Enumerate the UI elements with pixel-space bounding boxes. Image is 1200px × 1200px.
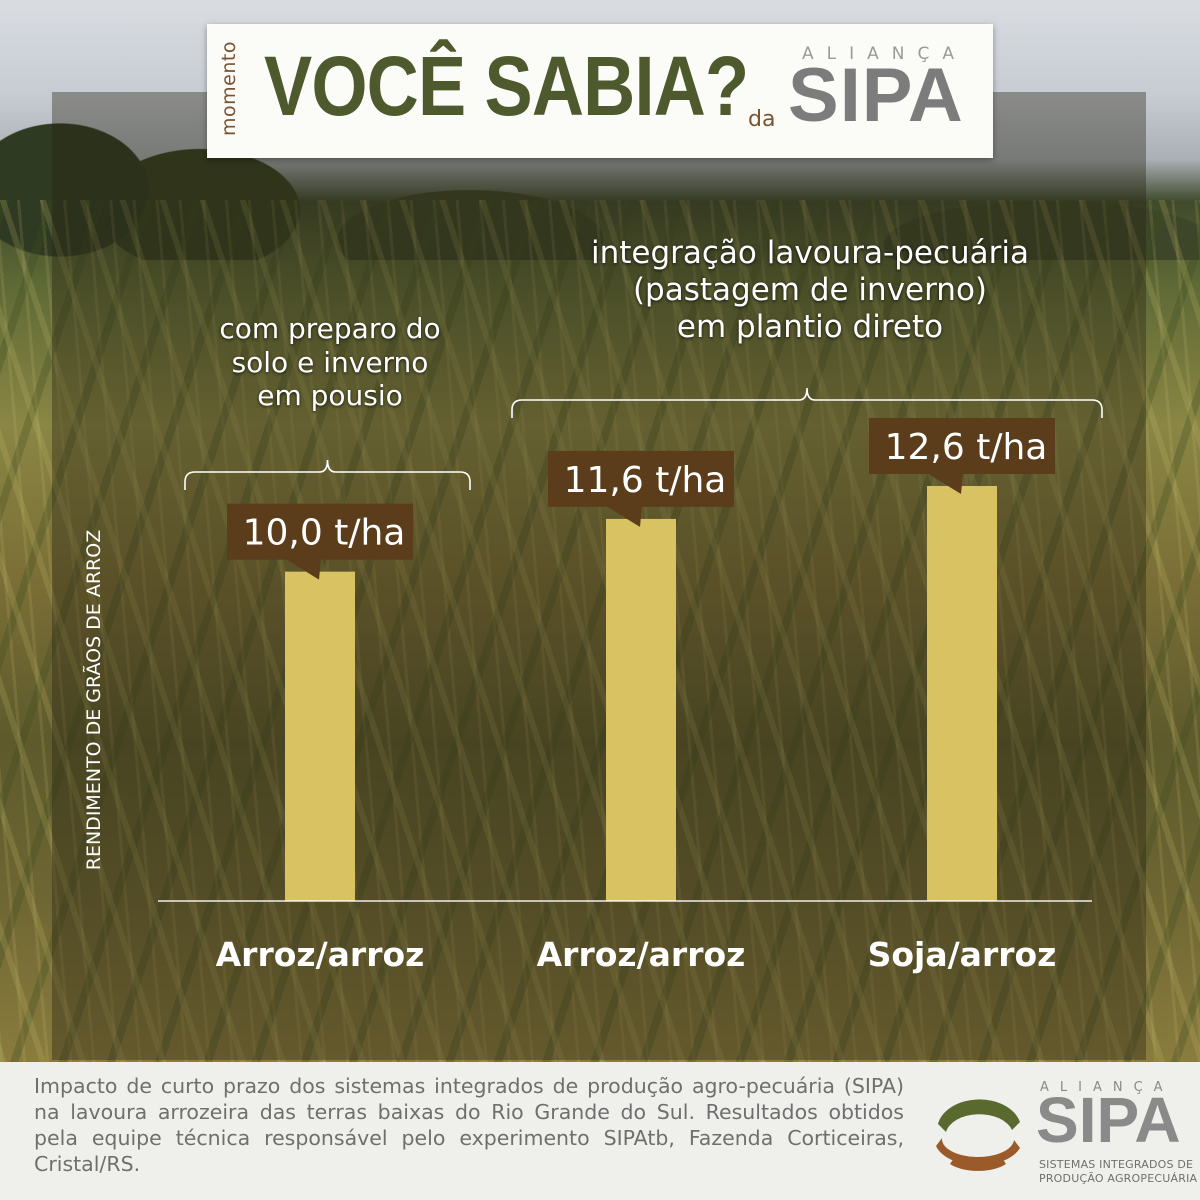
sipa-logo-icon	[936, 1099, 1020, 1171]
group-label-integrated: integração lavoura-pecuária (pastagem de…	[530, 235, 1090, 347]
group-label-line: com preparo do	[219, 312, 441, 345]
header-brand-top: ALIANÇA	[802, 44, 967, 64]
data-label: 11,6 t/ha	[564, 460, 727, 501]
header-da: da	[748, 107, 776, 132]
data-label-bg	[227, 503, 413, 560]
group-bracket-1	[184, 459, 471, 490]
bar-2	[606, 518, 676, 901]
data-label-bubble: 11,6 t/ha	[548, 450, 734, 527]
group-brackets	[184, 387, 1103, 490]
data-label-bg	[548, 450, 734, 507]
footer	[0, 1062, 1200, 1200]
data-label-pointer	[927, 473, 963, 494]
logo-brand-top: ALIANÇA	[1040, 1080, 1174, 1095]
group-label-line: em pousio	[257, 379, 403, 413]
bar-1	[285, 571, 355, 901]
x-tick-label: Arroz/arroz	[216, 935, 425, 974]
group-label-line: (pastagem de inverno)	[632, 272, 988, 309]
logo-subtitle-2: PRODUÇÃO AGROPECUÁRIA	[1039, 1172, 1198, 1185]
rice-field-photo	[0, 0, 1200, 1062]
logo-brand: SIPA	[1036, 1084, 1181, 1156]
data-label: 10,0 t/ha	[243, 513, 406, 554]
group-label-line: solo e inverno	[231, 345, 429, 379]
data-label-bg	[869, 418, 1055, 474]
group-label-conventional: com preparo do solo e inverno em pousio	[190, 312, 470, 413]
data-label-bubble: 10,0 t/ha	[227, 503, 413, 580]
bar-3	[927, 486, 997, 901]
logo-subtitle-1: SISTEMAS INTEGRADOS DE	[1039, 1158, 1194, 1171]
x-tick-labels: Arroz/arroz Arroz/arroz Soja/arroz	[216, 935, 1057, 974]
data-labels: 10,0 t/ha 11,6 t/ha 12,6 t/ha	[227, 418, 1055, 580]
y-axis-label: RENDIMENTO DE GRÃOS DE ARROZ	[82, 530, 105, 870]
header-banner	[207, 24, 993, 158]
footer-caption: Impacto de curto prazo dos sistemas inte…	[34, 1074, 904, 1176]
data-label-pointer	[285, 558, 321, 580]
x-tick-label: Soja/arroz	[868, 935, 1057, 974]
page-title: VOCÊ SABIA?	[264, 39, 749, 133]
group-label-line: integração lavoura-pecuária	[590, 235, 1030, 271]
data-label: 12,6 t/ha	[885, 427, 1048, 468]
bars	[285, 486, 997, 901]
header-brand: SIPA	[788, 53, 964, 138]
data-label-pointer	[606, 505, 642, 527]
x-tick-label: Arroz/arroz	[537, 935, 746, 974]
rice-leaves	[0, 200, 1200, 1062]
group-label-line: em plantio direto	[676, 309, 944, 346]
data-label-bubble: 12,6 t/ha	[869, 418, 1055, 494]
group-bracket-2	[511, 387, 1103, 418]
